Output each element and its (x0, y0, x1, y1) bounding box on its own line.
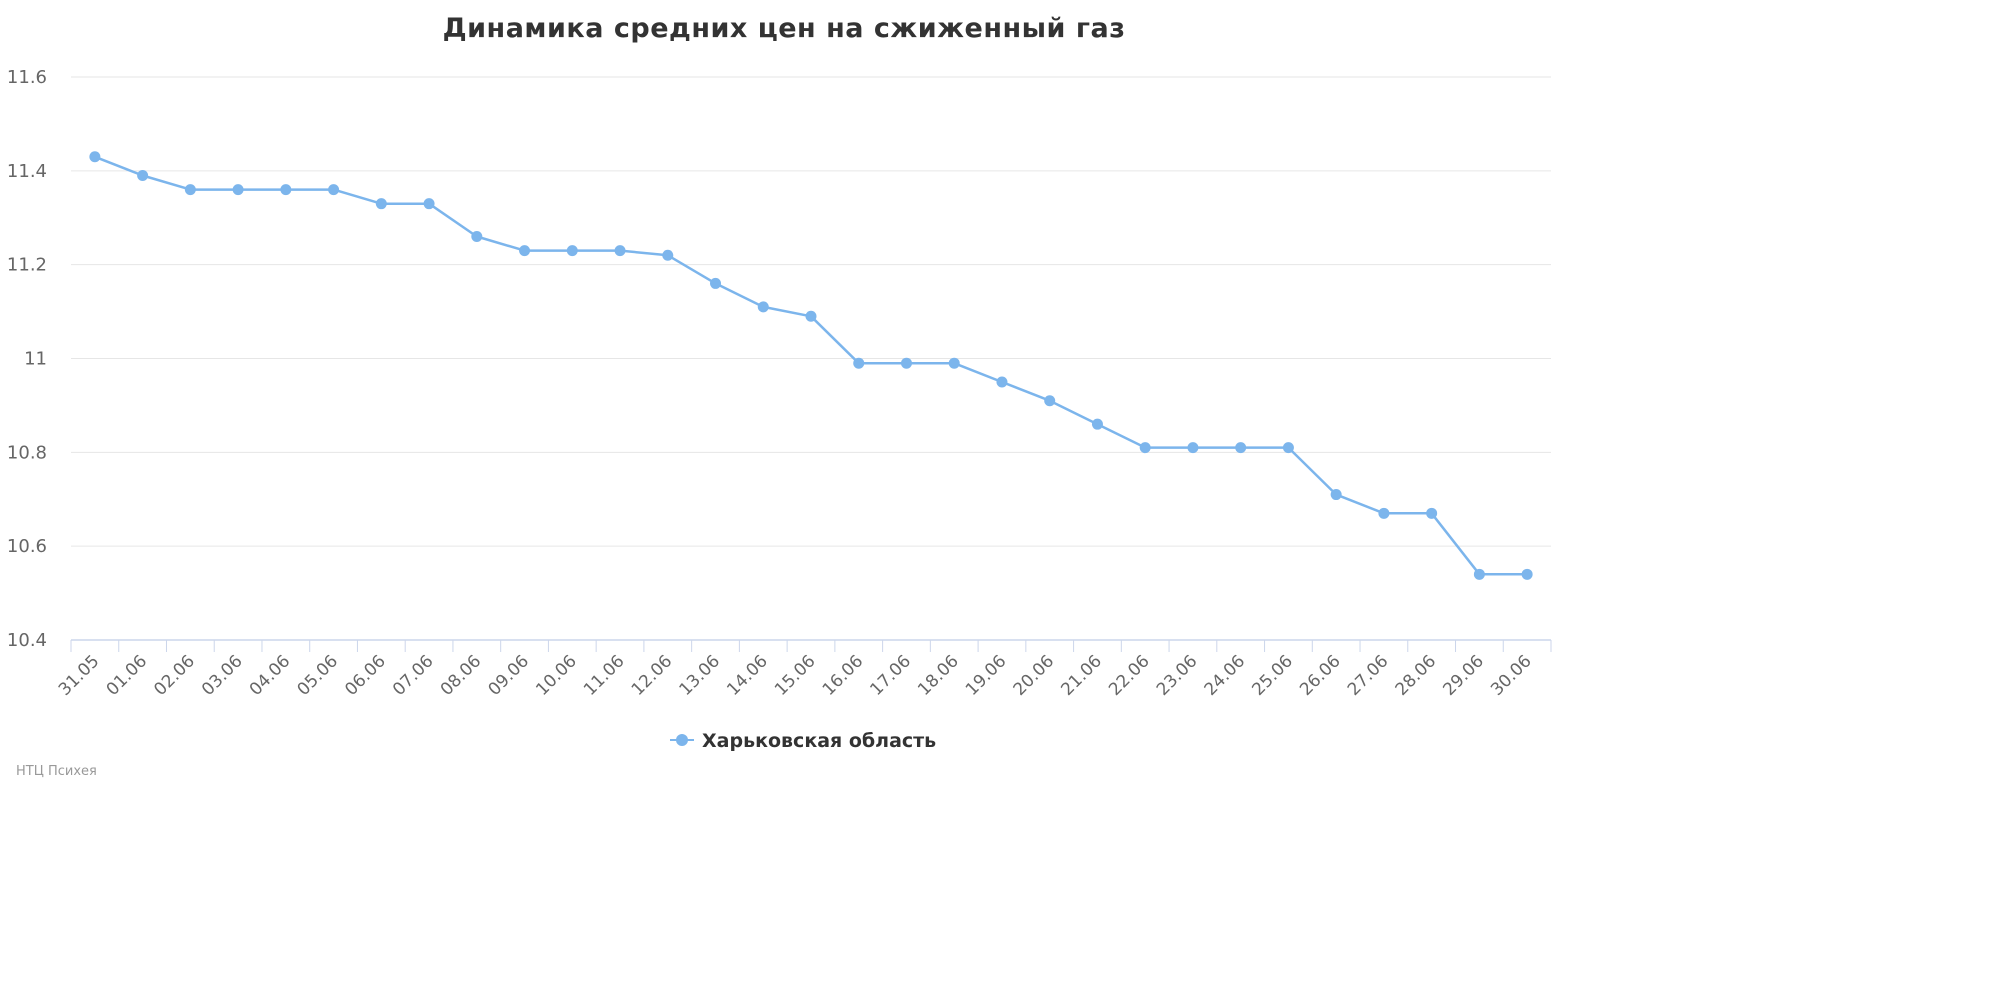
data-point[interactable] (710, 277, 722, 289)
data-point[interactable] (1235, 442, 1247, 454)
data-point[interactable] (1139, 442, 1151, 454)
x-tick-label: 07.06 (389, 651, 438, 700)
data-point[interactable] (232, 184, 244, 196)
legend[interactable]: Харьковская область (670, 730, 936, 752)
y-tick-label: 11.2 (7, 255, 47, 276)
y-tick-label: 11.6 (7, 67, 47, 88)
data-point[interactable] (1378, 507, 1390, 519)
data-point[interactable] (1187, 442, 1199, 454)
x-tick-label: 11.06 (580, 651, 629, 700)
data-point[interactable] (614, 245, 626, 257)
x-tick-label: 20.06 (1010, 651, 1059, 700)
x-tick-label: 15.06 (771, 651, 820, 700)
y-tick-label: 10.4 (7, 630, 47, 651)
data-point[interactable] (89, 151, 101, 163)
data-point[interactable] (519, 245, 531, 257)
data-point[interactable] (471, 231, 483, 243)
data-point[interactable] (1473, 568, 1485, 580)
x-tick-label: 17.06 (866, 651, 915, 700)
x-tick-label: 25.06 (1248, 651, 1297, 700)
x-tick-label: 13.06 (675, 651, 724, 700)
data-point[interactable] (805, 310, 817, 322)
x-tick-label: 23.06 (1153, 651, 1202, 700)
x-tick-label: 14.06 (723, 651, 772, 700)
data-point[interactable] (996, 376, 1008, 388)
y-axis-ticks: 10.4 10.6 10.8 11 11.2 11.4 11.6 (7, 67, 47, 651)
x-tick-label: 22.06 (1105, 651, 1154, 700)
line-chart: Динамика средних цен на сжиженный газ 10… (7, 13, 1552, 779)
series-line (93, 155, 1529, 576)
x-tick-label: 10.06 (532, 651, 581, 700)
x-tick-label: 31.05 (55, 651, 104, 700)
x-tick-label: 29.06 (1439, 651, 1488, 700)
series-layer (89, 151, 1533, 580)
x-tick-label: 26.06 (1296, 651, 1345, 700)
legend-label[interactable]: Харьковская область (702, 730, 936, 752)
x-tick-label: 05.06 (294, 651, 343, 700)
x-tick-label: 27.06 (1344, 651, 1393, 700)
y-tick-label: 11 (24, 349, 47, 370)
data-point[interactable] (662, 249, 674, 261)
data-point[interactable] (423, 198, 435, 210)
data-point[interactable] (757, 301, 769, 313)
x-tick-label: 04.06 (246, 651, 295, 700)
data-point[interactable] (1091, 418, 1103, 430)
x-tick-label: 03.06 (198, 651, 247, 700)
data-point[interactable] (280, 184, 292, 196)
y-tick-label: 11.4 (7, 161, 47, 182)
x-tick-label: 21.06 (1057, 651, 1106, 700)
data-point[interactable] (566, 245, 578, 257)
data-point[interactable] (948, 357, 960, 369)
data-point[interactable] (137, 170, 149, 182)
data-point[interactable] (1426, 507, 1438, 519)
x-tick-label: 09.06 (485, 651, 534, 700)
x-tick-label: 18.06 (914, 651, 963, 700)
data-point[interactable] (1044, 395, 1056, 407)
data-point[interactable] (1330, 489, 1342, 501)
credit-text: НТЦ Психея (16, 764, 97, 779)
data-point[interactable] (1521, 568, 1533, 580)
x-tick-label: 19.06 (962, 651, 1011, 700)
grid-lines (71, 76, 1551, 547)
y-tick-label: 10.6 (7, 536, 47, 557)
data-point[interactable] (328, 184, 340, 196)
x-tick-label: 01.06 (103, 651, 152, 700)
x-tick-label: 12.06 (628, 651, 677, 700)
data-point[interactable] (900, 357, 912, 369)
x-tick-label: 28.06 (1392, 651, 1441, 700)
x-tick-label: 02.06 (150, 651, 199, 700)
x-axis (70, 639, 1552, 652)
data-point[interactable] (375, 198, 387, 210)
x-tick-label: 16.06 (819, 651, 868, 700)
data-point[interactable] (1282, 442, 1294, 454)
y-tick-label: 10.8 (7, 442, 47, 463)
x-axis-ticks: 31.05 01.06 02.06 03.06 04.06 05.06 06.06 07.06… (55, 651, 1536, 700)
chart-title: Динамика средних цен на сжиженный газ (443, 13, 1126, 44)
x-tick-label: 30.06 (1487, 651, 1536, 700)
x-tick-label: 24.06 (1201, 651, 1250, 700)
data-point[interactable] (853, 357, 865, 369)
legend-dot-marker (676, 734, 688, 746)
data-point[interactable] (184, 184, 196, 196)
x-tick-label: 08.06 (437, 651, 486, 700)
x-tick-label: 06.06 (341, 651, 390, 700)
